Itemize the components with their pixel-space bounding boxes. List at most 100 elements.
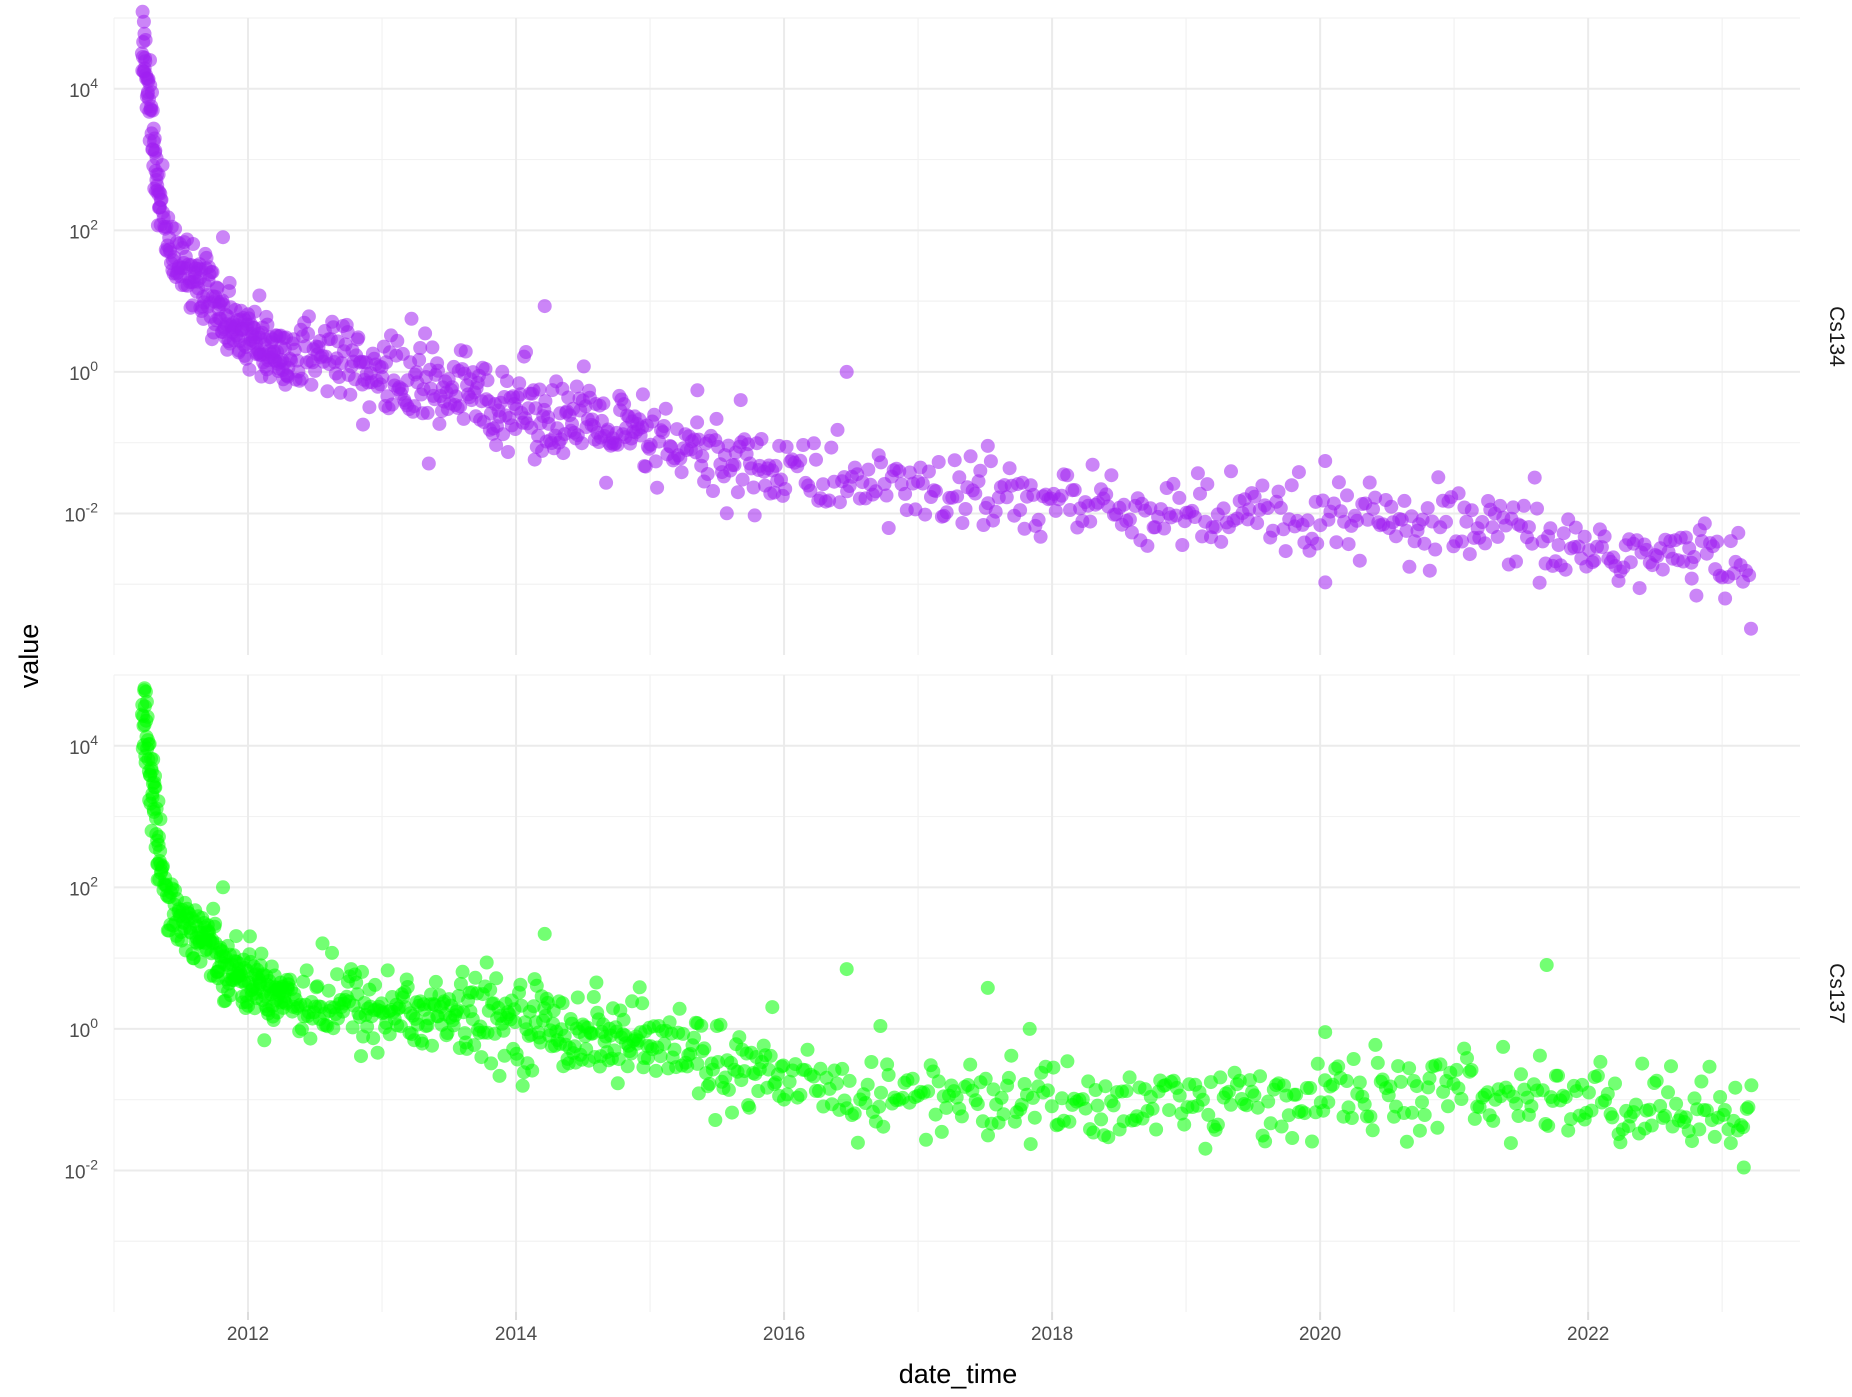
data-point: [1310, 1056, 1325, 1071]
data-point: [672, 1001, 687, 1016]
data-point: [1460, 1051, 1474, 1066]
data-point: [529, 978, 544, 993]
data-point: [1060, 468, 1075, 483]
data-point: [1744, 621, 1758, 636]
data-point: [425, 340, 440, 355]
data-point: [1263, 1116, 1278, 1131]
data-point: [1428, 542, 1443, 557]
data-point: [1525, 536, 1540, 551]
data-point: [657, 419, 671, 433]
data-point: [1556, 526, 1571, 541]
data-point: [996, 1107, 1011, 1122]
data-point: [1357, 1097, 1372, 1112]
data-point: [806, 436, 821, 451]
data-point: [555, 996, 570, 1011]
data-point: [1405, 1105, 1420, 1120]
data-point: [1464, 503, 1479, 518]
data-point: [1736, 1120, 1751, 1135]
data-point: [1318, 575, 1333, 590]
data-point: [700, 467, 715, 481]
data-point: [1172, 490, 1187, 505]
data-point: [978, 1071, 993, 1086]
data-point: [538, 394, 553, 409]
data-point: [421, 456, 436, 471]
data-point: [1558, 562, 1573, 577]
data-point: [1422, 1071, 1437, 1086]
data-point: [1001, 1070, 1016, 1085]
data-point: [832, 495, 847, 510]
data-point: [1742, 568, 1757, 583]
data-point: [148, 769, 162, 783]
data-point: [1685, 1134, 1699, 1149]
data-point: [1527, 470, 1542, 485]
data-point: [303, 1031, 318, 1046]
data-point: [1635, 1056, 1650, 1071]
facet-strip-label: Cs137: [1825, 963, 1848, 1024]
data-point: [151, 794, 166, 809]
data-point: [1744, 1078, 1759, 1093]
data-point: [404, 311, 419, 326]
data-point: [1083, 514, 1098, 529]
data-point: [186, 237, 201, 251]
data-point: [574, 436, 589, 451]
data-point: [1004, 1048, 1019, 1063]
data-point: [1731, 525, 1746, 540]
data-point: [1274, 1119, 1289, 1134]
data-point: [695, 449, 710, 464]
data-point: [1198, 1141, 1213, 1156]
data-point: [345, 1020, 360, 1035]
data-point: [1363, 1109, 1378, 1124]
data-point: [1048, 503, 1063, 518]
data-point: [616, 1012, 631, 1027]
data-point: [690, 1056, 705, 1071]
data-point: [296, 974, 311, 989]
y-tick-exponent: 0: [90, 1015, 98, 1031]
data-point: [193, 954, 208, 969]
data-point: [1085, 457, 1100, 472]
data-point: [747, 508, 762, 523]
data-point: [1368, 490, 1383, 505]
data-point: [970, 1097, 985, 1112]
data-point: [876, 1119, 891, 1134]
data-point: [1417, 1108, 1432, 1122]
data-point: [1040, 1083, 1055, 1098]
data-point: [1116, 497, 1131, 512]
data-point: [1329, 535, 1344, 550]
data-point: [1433, 1057, 1448, 1072]
data-point: [1291, 465, 1306, 480]
data-point: [1608, 1076, 1622, 1091]
data-point: [768, 458, 783, 473]
data-point: [657, 1036, 672, 1051]
data-point: [1649, 1073, 1664, 1088]
data-point: [635, 996, 650, 1011]
data-point: [850, 1135, 865, 1150]
data-point: [139, 694, 154, 709]
data-point: [662, 1015, 677, 1030]
data-point: [779, 439, 794, 454]
data-point: [512, 376, 527, 391]
data-point: [496, 427, 511, 442]
data-point: [1399, 523, 1414, 538]
data-point: [921, 464, 936, 479]
data-point: [589, 975, 604, 990]
data-point: [1577, 529, 1592, 544]
y-tick-exponent: 4: [90, 75, 98, 91]
data-point: [632, 980, 647, 995]
data-point: [1099, 487, 1114, 502]
data-point: [725, 1105, 739, 1120]
data-point: [413, 341, 428, 355]
data-point: [954, 1109, 969, 1124]
data-point: [1090, 1098, 1105, 1113]
data-point: [1261, 1094, 1276, 1109]
data-point: [1661, 1085, 1675, 1100]
data-point: [1430, 1120, 1445, 1135]
data-point: [537, 926, 552, 941]
data-point: [390, 333, 405, 348]
data-point: [1632, 581, 1647, 596]
data-point: [1339, 1074, 1354, 1088]
data-point: [208, 916, 223, 931]
data-point: [955, 516, 970, 530]
data-point: [310, 979, 325, 994]
